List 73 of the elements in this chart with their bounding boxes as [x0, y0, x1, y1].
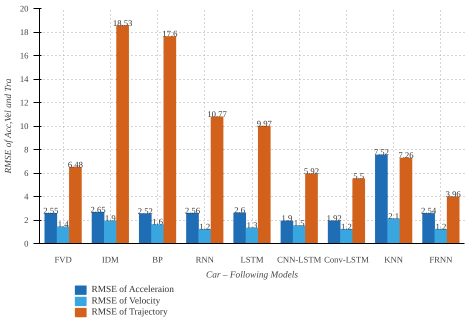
data-label: 2.6 — [234, 204, 246, 215]
bar — [92, 212, 104, 244]
y-tick-label: 18 — [20, 27, 28, 37]
data-label: 2.1 — [388, 210, 400, 221]
data-label: 5.92 — [304, 166, 320, 176]
bar — [186, 212, 199, 244]
data-label: 17.6 — [162, 28, 178, 39]
data-label: 1.5 — [294, 218, 305, 228]
bar — [280, 220, 294, 244]
data-label: 1.2 — [341, 221, 352, 232]
y-tick-label: 10 — [20, 121, 28, 131]
bar — [340, 228, 353, 244]
data-label: 1.2 — [435, 221, 446, 232]
bar — [446, 196, 460, 244]
x-tick-label: FRNN — [429, 254, 454, 264]
data-label: 9.97 — [256, 118, 273, 128]
data-label: 1.6 — [152, 216, 164, 227]
x-tick-label: CNN-LSTM — [277, 254, 322, 264]
legend-label: RMSE of Velocity — [92, 296, 161, 306]
legend-label: RMSE of Trajectory — [92, 308, 168, 318]
x-axis-title: Car – Following Models — [206, 270, 298, 280]
data-label: 10.77 — [207, 108, 228, 119]
bar — [151, 224, 164, 244]
data-label: 2.56 — [184, 205, 201, 216]
x-tick-label: KNN — [384, 254, 404, 264]
bar — [44, 213, 58, 244]
x-tick-label: Conv-LSTM — [324, 254, 370, 264]
bar — [375, 154, 388, 244]
bar — [400, 158, 412, 244]
y-tick-label: 4 — [24, 192, 30, 202]
bar — [104, 220, 117, 244]
y-tick-label: 6 — [24, 168, 30, 178]
bar — [422, 213, 435, 244]
data-label: 7.52 — [374, 147, 389, 158]
y-tick-label: 14 — [20, 74, 30, 84]
y-tick-label: 12 — [20, 98, 28, 108]
bar — [138, 213, 152, 244]
y-tick-label: 0 — [24, 238, 28, 248]
x-tick-label: FVD — [54, 254, 72, 264]
x-tick-label: BP — [152, 254, 164, 264]
data-label: 2.55 — [43, 206, 58, 216]
y-tick-label: 20 — [20, 4, 28, 14]
data-label: 1.3 — [246, 220, 258, 230]
bar — [387, 218, 400, 244]
bar — [164, 36, 176, 244]
bar — [210, 116, 224, 244]
data-label: 1.2 — [199, 221, 210, 232]
bar — [116, 25, 129, 244]
data-label: 5.5 — [353, 170, 364, 181]
bar — [69, 166, 82, 244]
bar — [258, 126, 271, 244]
data-label: 3.96 — [446, 188, 462, 199]
legend-label: RMSE of Acceleraion — [92, 285, 174, 296]
y-tick-label: 8 — [24, 144, 28, 154]
y-axis-title: RMSE of Acc,Vel and Tra — [4, 78, 14, 175]
data-label: 1.92 — [326, 212, 342, 223]
x-tick-label: IDM — [102, 254, 120, 264]
bar — [305, 173, 318, 244]
data-label: 2.54 — [421, 206, 437, 216]
data-label: 1.4 — [58, 219, 70, 230]
bar — [328, 220, 340, 244]
bar — [233, 212, 246, 244]
y-tick-label: 2 — [24, 215, 28, 225]
data-label: 2.65 — [90, 204, 106, 214]
bar — [434, 228, 448, 244]
y-tick-label: 16 — [20, 50, 30, 60]
bar — [56, 226, 70, 244]
bar — [352, 178, 366, 244]
data-label: 2.52 — [138, 206, 153, 216]
x-tick-label: LSTM — [240, 254, 264, 264]
data-label: 6.48 — [68, 159, 83, 170]
bar — [246, 228, 258, 244]
x-tick-label: RNN — [196, 254, 215, 264]
